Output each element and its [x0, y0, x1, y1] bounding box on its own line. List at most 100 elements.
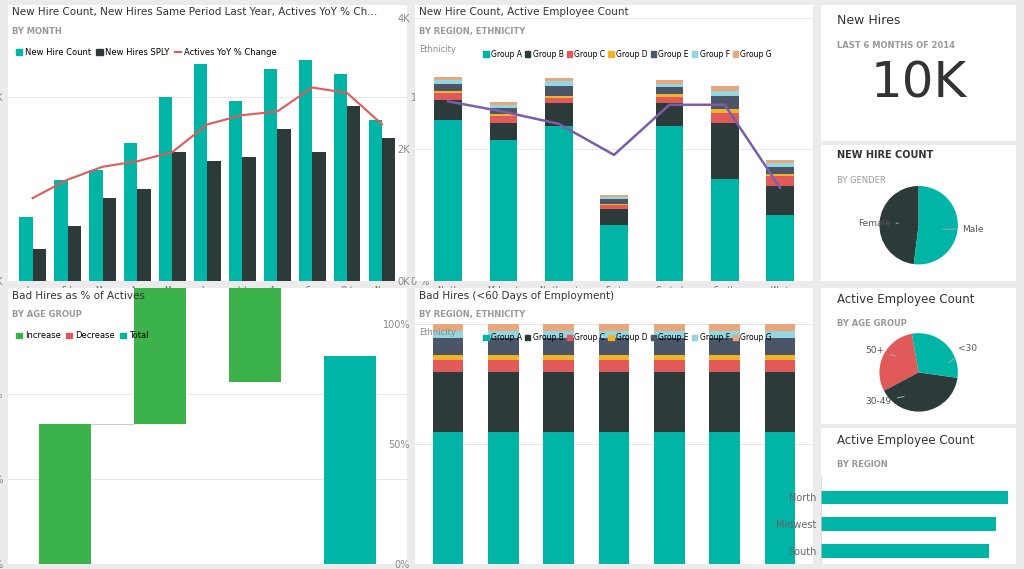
Bar — [545, 104, 572, 126]
Bar — [655, 80, 683, 84]
Bar — [312, 152, 326, 281]
Bar — [600, 225, 628, 281]
Text: BY REGION, ETHNICITY: BY REGION, ETHNICITY — [419, 310, 525, 319]
Bar — [654, 355, 685, 360]
Bar — [33, 249, 46, 281]
Bar — [433, 339, 463, 355]
Bar — [19, 217, 33, 281]
Text: Active Employee Count: Active Employee Count — [837, 294, 975, 306]
Bar — [766, 185, 794, 215]
Bar — [208, 161, 220, 281]
Bar — [488, 355, 518, 360]
Bar — [489, 114, 517, 117]
Bar — [599, 331, 629, 339]
Bar — [766, 176, 794, 185]
Bar — [545, 86, 572, 96]
Legend: Group A, Group B, Group C, Group D, Group E, Group F, Group G: Group A, Group B, Group C, Group D, Grou… — [480, 47, 775, 61]
Bar — [228, 173, 281, 382]
Bar — [544, 331, 573, 339]
Bar — [54, 180, 68, 281]
Bar — [545, 126, 572, 281]
Bar — [599, 324, 629, 331]
Text: New Hire Count, New Hires Same Period Last Year, Actives YoY % Ch...: New Hire Count, New Hires Same Period La… — [12, 7, 378, 17]
Bar — [655, 104, 683, 126]
Bar — [299, 60, 312, 281]
Text: Ethnicity: Ethnicity — [419, 44, 456, 53]
Bar — [382, 138, 395, 281]
Bar — [264, 69, 278, 281]
Bar — [545, 96, 572, 98]
Bar — [433, 372, 463, 432]
Bar — [488, 372, 518, 432]
Bar — [172, 152, 185, 281]
Bar — [599, 432, 629, 564]
Bar — [434, 80, 462, 84]
Bar — [599, 355, 629, 360]
Text: Bad Hires (<60 Days of Employment): Bad Hires (<60 Days of Employment) — [419, 291, 614, 301]
Bar — [765, 324, 796, 331]
Bar — [433, 331, 463, 339]
Legend: Increase, Decrease, Total: Increase, Decrease, Total — [12, 328, 152, 344]
Bar — [39, 424, 91, 564]
Text: New Hires: New Hires — [837, 14, 900, 27]
Bar — [488, 339, 518, 355]
Bar — [655, 97, 683, 104]
Bar — [545, 81, 572, 86]
Bar — [710, 432, 740, 564]
Bar — [599, 339, 629, 355]
Bar — [654, 324, 685, 331]
Bar — [711, 113, 738, 123]
Bar — [654, 360, 685, 372]
Bar — [765, 331, 796, 339]
Text: BY GENDER: BY GENDER — [837, 176, 886, 185]
Bar — [229, 101, 243, 281]
Bar — [433, 355, 463, 360]
Bar — [766, 174, 794, 176]
Bar — [654, 372, 685, 432]
Bar — [134, 241, 186, 424]
Bar — [655, 88, 683, 94]
Bar — [711, 96, 738, 109]
Bar — [710, 360, 740, 372]
Text: BY REGION: BY REGION — [837, 460, 888, 469]
Bar — [600, 205, 628, 209]
Bar — [243, 156, 256, 281]
Legend: Group A, Group B, Group C, Group D, Group E, Group F, Group G: Group A, Group B, Group C, Group D, Grou… — [480, 330, 775, 345]
Bar — [489, 123, 517, 139]
Bar — [324, 356, 376, 564]
Bar — [124, 143, 137, 281]
Bar — [710, 372, 740, 432]
Text: BY AGE GROUP: BY AGE GROUP — [837, 319, 907, 328]
Bar — [334, 73, 347, 281]
Bar — [544, 324, 573, 331]
Bar — [710, 355, 740, 360]
Bar — [488, 324, 518, 331]
Bar — [544, 432, 573, 564]
Bar — [434, 91, 462, 93]
Bar — [766, 167, 794, 174]
Bar — [434, 100, 462, 119]
Bar — [711, 91, 738, 96]
Bar — [89, 171, 102, 281]
Bar — [600, 204, 628, 205]
Bar — [654, 331, 685, 339]
Bar — [710, 324, 740, 331]
Bar — [488, 331, 518, 339]
Bar — [278, 129, 291, 281]
Bar — [434, 84, 462, 91]
Bar — [711, 179, 738, 281]
Bar — [655, 126, 683, 281]
Bar — [488, 432, 518, 564]
Bar — [765, 355, 796, 360]
Text: Active Employee Count: Active Employee Count — [837, 434, 975, 447]
Bar — [102, 198, 116, 281]
Bar — [654, 339, 685, 355]
Bar — [137, 189, 151, 281]
Text: Ethnicity: Ethnicity — [419, 328, 456, 337]
Bar — [711, 109, 738, 113]
Bar — [544, 372, 573, 432]
Bar — [600, 209, 628, 225]
Bar — [711, 123, 738, 179]
Bar — [434, 77, 462, 80]
Text: LAST 6 MONTHS OF 2014: LAST 6 MONTHS OF 2014 — [837, 42, 955, 50]
